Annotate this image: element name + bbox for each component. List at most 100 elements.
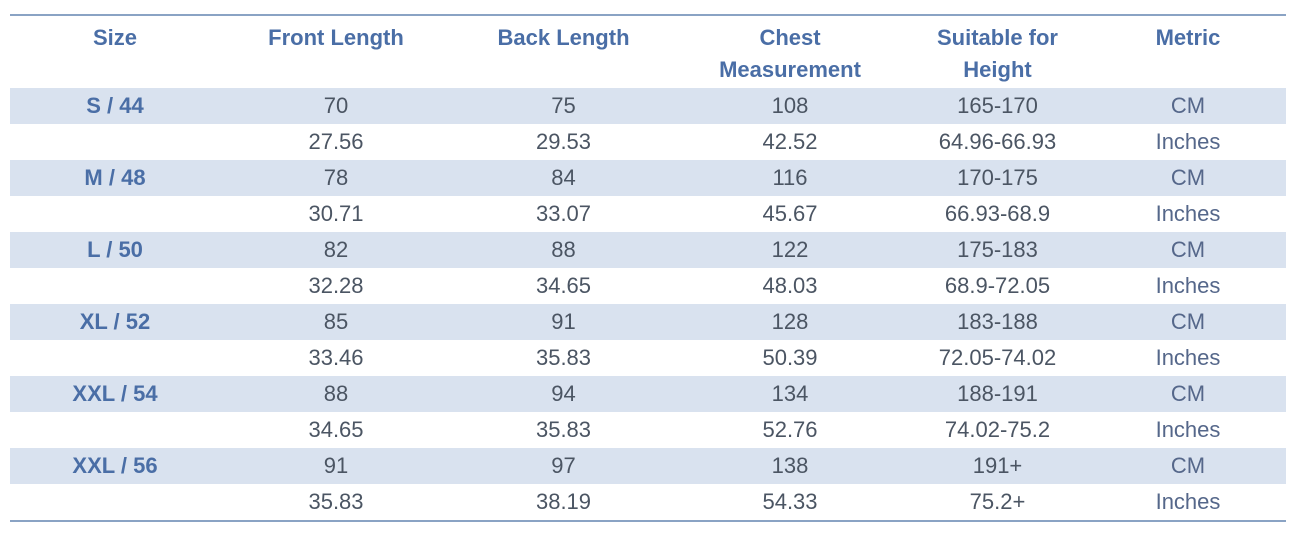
measurement: 75 [452,88,675,124]
size-cell [10,196,220,232]
size-cell [10,412,220,448]
measurement: 188-191 [905,376,1090,412]
column-header: Suitable for Height [905,15,1090,88]
measurement: 45.67 [675,196,905,232]
table-row: S / 44 70 75 108 165-170 CM [10,88,1286,124]
measurement: 34.65 [452,268,675,304]
measurement: 170-175 [905,160,1090,196]
size-cell [10,340,220,376]
size-table: Size Front Length Back Length Chest Measure… [10,14,1286,522]
measurement: 72.05-74.02 [905,340,1090,376]
measurement: 91 [452,304,675,340]
metric-unit: Inches [1090,484,1286,521]
measurement: 29.53 [452,124,675,160]
size-label: XL / 52 [10,304,220,340]
column-header-text: Size [92,25,138,50]
metric-unit: CM [1090,304,1286,340]
size-cell [10,484,220,521]
size-label: XXL / 54 [10,376,220,412]
measurement: 78 [220,160,452,196]
measurement: 165-170 [905,88,1090,124]
column-header-text: Suitable for Height [936,25,1058,82]
measurement: 128 [675,304,905,340]
measurement: 64.96-66.93 [905,124,1090,160]
column-header: Chest Measurement [675,15,905,88]
measurement: 68.9-72.05 [905,268,1090,304]
header-row: Size Front Length Back Length Chest Measure… [10,15,1286,88]
measurement: 32.28 [220,268,452,304]
measurement: 91 [220,448,452,484]
column-header: Front Length [220,15,452,88]
measurement: 183-188 [905,304,1090,340]
metric-unit: CM [1090,232,1286,268]
size-cell [10,268,220,304]
measurement: 134 [675,376,905,412]
measurement: 27.56 [220,124,452,160]
measurement: 35.83 [220,484,452,521]
measurement: 97 [452,448,675,484]
measurement: 70 [220,88,452,124]
table-row: XL / 52 85 91 128 183-188 CM [10,304,1286,340]
size-label: L / 50 [10,232,220,268]
measurement: 34.65 [220,412,452,448]
metric-unit: CM [1090,448,1286,484]
metric-unit: Inches [1090,340,1286,376]
measurement: 66.93-68.9 [905,196,1090,232]
metric-unit: CM [1090,376,1286,412]
measurement: 88 [220,376,452,412]
measurement: 38.19 [452,484,675,521]
table-row: XXL / 56 91 97 138 191+ CM [10,448,1286,484]
measurement: 85 [220,304,452,340]
measurement: 33.46 [220,340,452,376]
column-header-text: Front Length [268,25,404,50]
column-header: Metric [1090,15,1286,88]
measurement: 30.71 [220,196,452,232]
metric-unit: Inches [1090,196,1286,232]
column-header-text: Chest Measurement [719,25,861,82]
measurement: 42.52 [675,124,905,160]
measurement: 48.03 [675,268,905,304]
measurement: 35.83 [452,412,675,448]
table-row: L / 50 82 88 122 175-183 CM [10,232,1286,268]
metric-unit: Inches [1090,268,1286,304]
metric-unit: Inches [1090,412,1286,448]
table-row: 30.71 33.07 45.67 66.93-68.9 Inches [10,196,1286,232]
metric-unit: CM [1090,88,1286,124]
measurement: 175-183 [905,232,1090,268]
table-row: 34.65 35.83 52.76 74.02-75.2 Inches [10,412,1286,448]
measurement: 35.83 [452,340,675,376]
size-label: S / 44 [10,88,220,124]
measurement: 74.02-75.2 [905,412,1090,448]
measurement: 75.2+ [905,484,1090,521]
table-row: 27.56 29.53 42.52 64.96-66.93 Inches [10,124,1286,160]
measurement: 52.76 [675,412,905,448]
measurement: 122 [675,232,905,268]
measurement: 82 [220,232,452,268]
table-row: 32.28 34.65 48.03 68.9-72.05 Inches [10,268,1286,304]
table-row: 35.83 38.19 54.33 75.2+ Inches [10,484,1286,521]
column-header: Back Length [452,15,675,88]
table-row: 33.46 35.83 50.39 72.05-74.02 Inches [10,340,1286,376]
measurement: 116 [675,160,905,196]
measurement: 138 [675,448,905,484]
measurement: 33.07 [452,196,675,232]
table-row: XXL / 54 88 94 134 188-191 CM [10,376,1286,412]
measurement: 108 [675,88,905,124]
metric-unit: CM [1090,160,1286,196]
measurement: 54.33 [675,484,905,521]
size-chart: Size Front Length Back Length Chest Measure… [10,14,1286,522]
size-label: XXL / 56 [10,448,220,484]
size-cell [10,124,220,160]
size-label: M / 48 [10,160,220,196]
metric-unit: Inches [1090,124,1286,160]
measurement: 50.39 [675,340,905,376]
measurement: 94 [452,376,675,412]
column-header-text: Back Length [497,25,630,50]
measurement: 84 [452,160,675,196]
measurement: 88 [452,232,675,268]
table-row: M / 48 78 84 116 170-175 CM [10,160,1286,196]
column-header: Size [10,15,220,88]
column-header-text: Metric [1155,25,1221,50]
measurement: 191+ [905,448,1090,484]
